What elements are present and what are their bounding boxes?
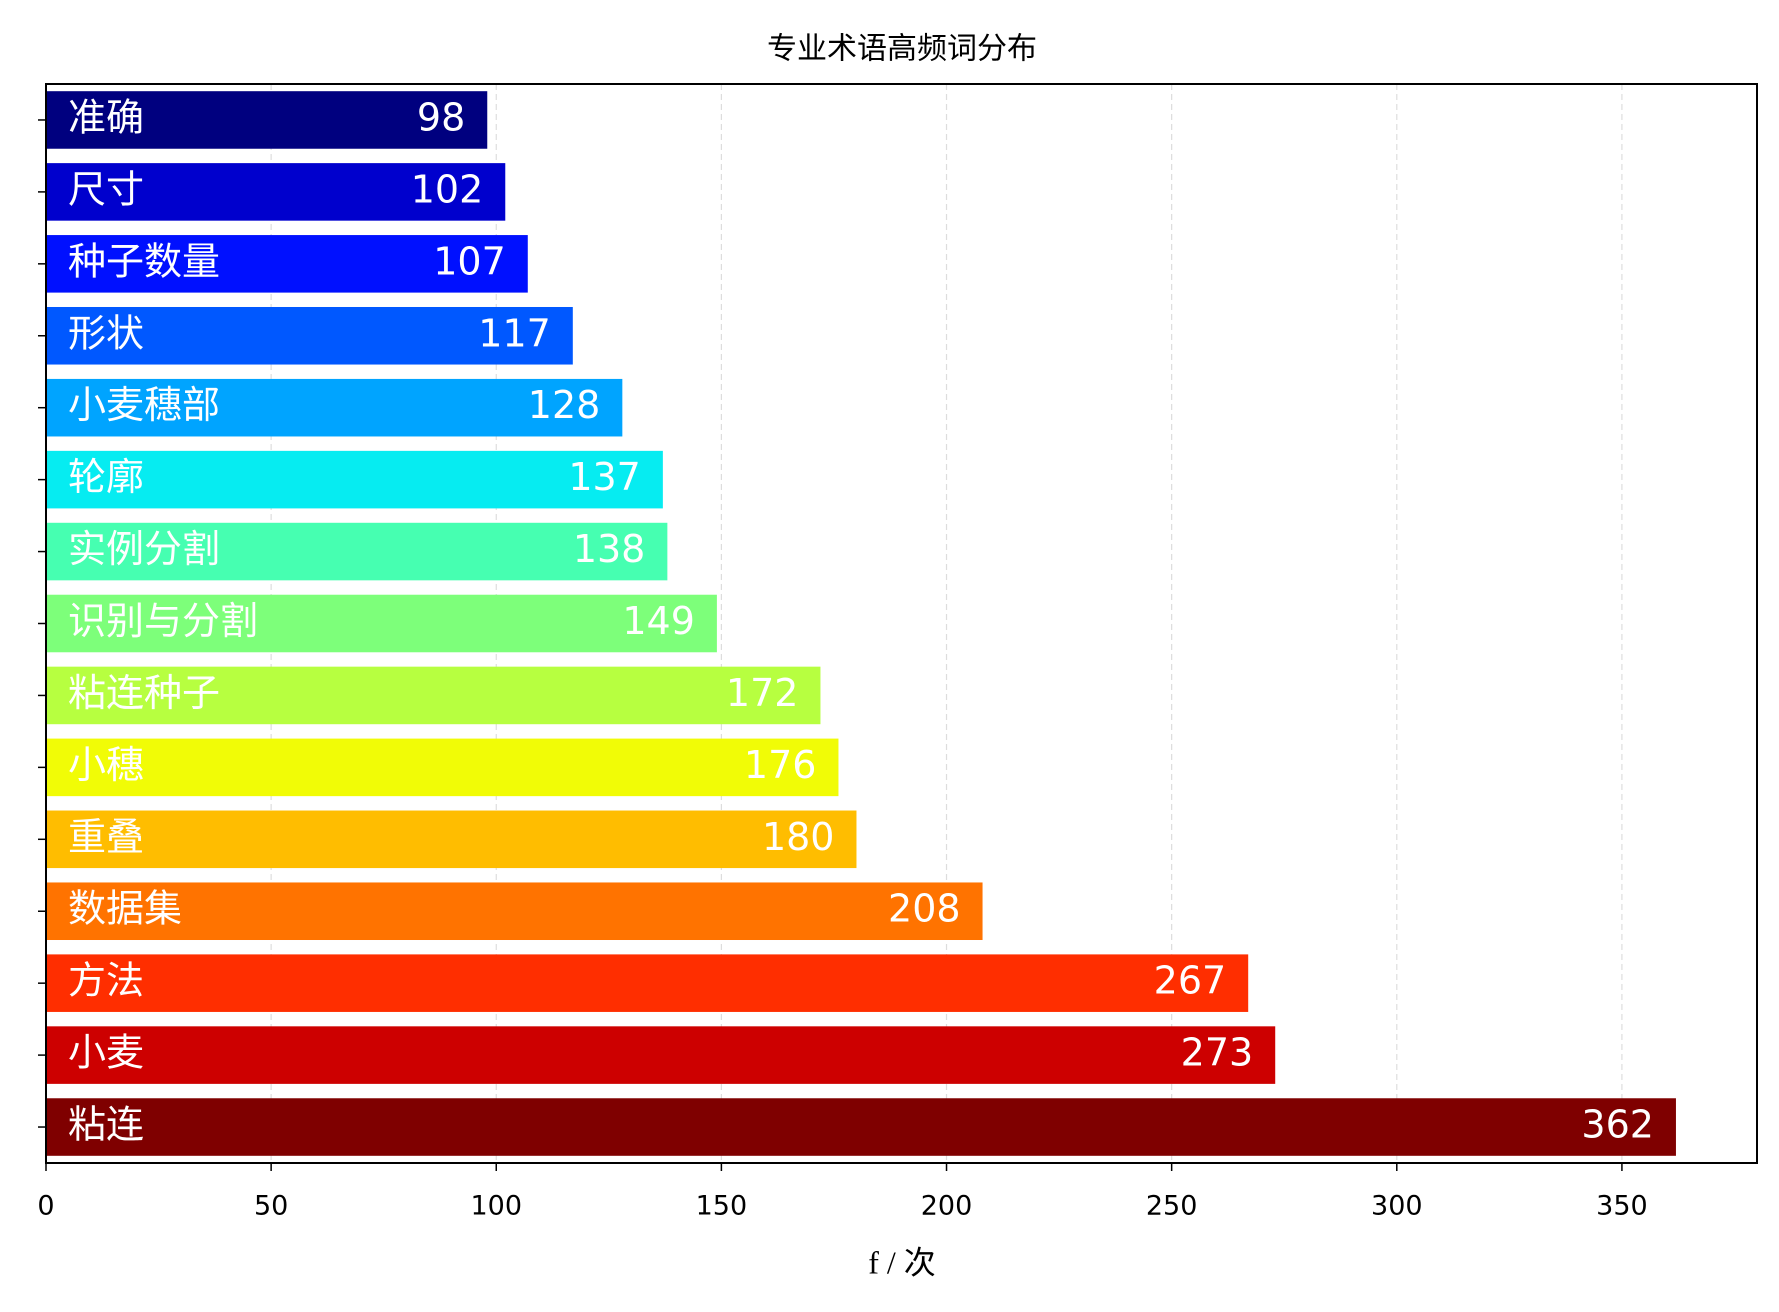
bar-value-label: 138 xyxy=(573,527,646,571)
bar-value-label: 102 xyxy=(411,167,484,211)
bar-category-label: 粘连 xyxy=(68,1103,144,1147)
x-tick-label: 300 xyxy=(1371,1191,1423,1222)
bar-category-label: 尺寸 xyxy=(68,167,144,211)
bar-category-label: 种子数量 xyxy=(68,239,220,283)
bar xyxy=(46,522,668,581)
bar-value-label: 128 xyxy=(528,383,601,427)
bar xyxy=(46,666,821,725)
bar-category-label: 形状 xyxy=(68,311,144,355)
bar xyxy=(46,810,857,869)
bar xyxy=(46,450,663,509)
bar xyxy=(46,378,623,437)
chart-title: 专业术语高频词分布 xyxy=(767,32,1037,67)
bar-value-label: 208 xyxy=(888,887,961,931)
x-tick-label: 350 xyxy=(1596,1191,1648,1222)
x-axis-label: f / 次 xyxy=(868,1244,936,1280)
bar-value-label: 149 xyxy=(622,599,695,643)
x-tick-label: 250 xyxy=(1146,1191,1198,1222)
bar xyxy=(46,163,506,221)
x-tick-label: 0 xyxy=(37,1191,54,1222)
bar-category-label: 重叠 xyxy=(68,815,144,859)
bar-value-label: 98 xyxy=(417,95,465,139)
bar-category-label: 准确 xyxy=(68,95,144,139)
x-tick-label: 200 xyxy=(921,1191,973,1222)
bar-category-label: 识别与分割 xyxy=(68,599,258,643)
bar-value-label: 273 xyxy=(1181,1031,1254,1075)
bar-value-label: 176 xyxy=(744,743,817,787)
bar-value-label: 180 xyxy=(762,815,835,859)
bar-category-label: 粘连种子 xyxy=(68,671,220,715)
bar-category-label: 实例分割 xyxy=(68,527,220,571)
bar-value-label: 172 xyxy=(726,671,799,715)
bar xyxy=(46,1098,1676,1156)
bar xyxy=(46,738,839,797)
bar-value-label: 117 xyxy=(478,311,551,355)
plot-frame xyxy=(45,83,1758,1164)
x-tick-label: 150 xyxy=(696,1191,748,1222)
bar xyxy=(46,954,1249,1012)
bar-value-label: 137 xyxy=(568,455,641,499)
bar xyxy=(46,594,717,653)
bar-category-label: 小穗 xyxy=(68,743,144,787)
x-tick-label: 50 xyxy=(254,1191,288,1222)
bar-category-label: 方法 xyxy=(68,959,144,1003)
bar-category-label: 数据集 xyxy=(68,887,182,931)
bar-category-label: 小麦穗部 xyxy=(68,383,220,427)
bar xyxy=(46,91,488,149)
bar xyxy=(46,235,528,293)
bar-value-label: 107 xyxy=(433,239,506,283)
bar xyxy=(46,1026,1276,1084)
bar-value-label: 362 xyxy=(1581,1103,1654,1147)
x-tick-label: 100 xyxy=(470,1191,522,1222)
bar-category-label: 小麦 xyxy=(68,1031,144,1075)
bar xyxy=(46,306,573,365)
bar-value-label: 267 xyxy=(1154,959,1227,1003)
bar xyxy=(46,882,983,941)
bar-category-label: 轮廓 xyxy=(68,455,144,499)
